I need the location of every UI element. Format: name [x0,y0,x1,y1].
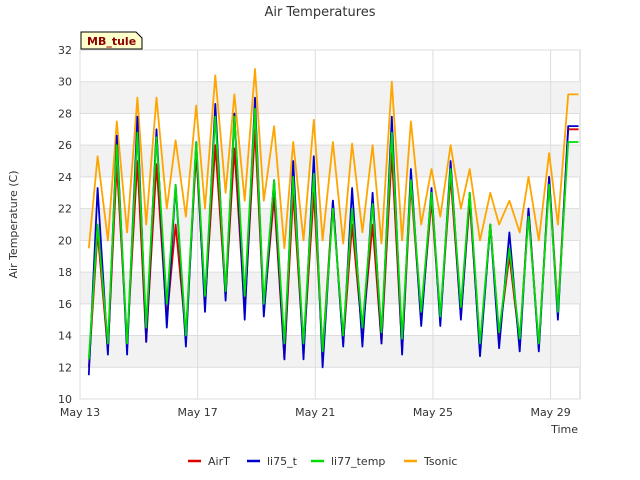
y-tick-label: 10 [58,393,72,406]
legend-item: li77_temp [331,455,385,468]
y-axis-label: Air Temperature (C) [7,170,20,278]
x-tick-label: May 21 [295,406,335,419]
x-axis: May 13 May 17 May 21 May 25 May 29 [60,406,571,419]
y-tick-label: 28 [58,107,72,120]
legend-item: AirT [208,455,230,468]
y-tick-label: 14 [58,330,72,343]
series-lines [87,68,579,376]
x-tick-label: May 29 [530,406,570,419]
legend-item: Tsonic [423,455,457,468]
y-tick-label: 30 [58,76,72,89]
x-axis-label: Time [550,423,578,436]
x-tick-label: May 17 [178,406,218,419]
y-axis: 10 12 14 16 18 20 22 24 26 28 30 32 [58,44,72,406]
x-tick-label: May 25 [413,406,453,419]
series-line-li77-temp [87,107,579,360]
y-tick-label: 24 [58,171,72,184]
site-label-box: MB_tule [80,31,143,50]
y-tick-label: 12 [58,361,72,374]
y-tick-label: 20 [58,234,72,247]
y-tick-label: 18 [58,266,72,279]
site-label: MB_tule [87,35,136,48]
y-tick-label: 26 [58,139,72,152]
legend-item: li75_t [267,455,298,468]
x-tick-label: May 13 [60,406,100,419]
grid-band [80,335,580,368]
y-tick-label: 16 [58,298,72,311]
y-tick-label: 32 [58,44,72,57]
y-tick-label: 22 [58,203,72,216]
series-line-tsonic [87,68,579,250]
grid-band [80,81,580,114]
legend: AirT li75_t li77_temp Tsonic [188,455,457,468]
chart-title: Air Temperatures [264,5,375,20]
